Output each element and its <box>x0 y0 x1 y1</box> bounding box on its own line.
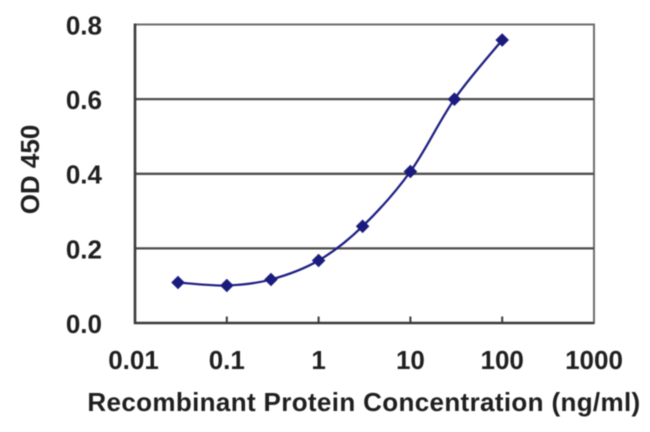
svg-text:0.2: 0.2 <box>66 234 102 264</box>
svg-text:0.8: 0.8 <box>66 10 102 40</box>
svg-text:Recombinant Protein Concentrat: Recombinant Protein Concentration (ng/ml… <box>87 387 640 417</box>
svg-text:0.0: 0.0 <box>66 309 102 339</box>
svg-text:OD 450: OD 450 <box>15 125 45 215</box>
svg-text:0.1: 0.1 <box>209 345 245 375</box>
svg-text:100: 100 <box>481 345 524 375</box>
svg-text:0.4: 0.4 <box>66 160 103 190</box>
svg-text:1: 1 <box>311 345 325 375</box>
svg-text:0.01: 0.01 <box>108 345 159 375</box>
svg-text:0.6: 0.6 <box>66 85 102 115</box>
svg-text:1000: 1000 <box>565 345 623 375</box>
svg-text:10: 10 <box>396 345 425 375</box>
